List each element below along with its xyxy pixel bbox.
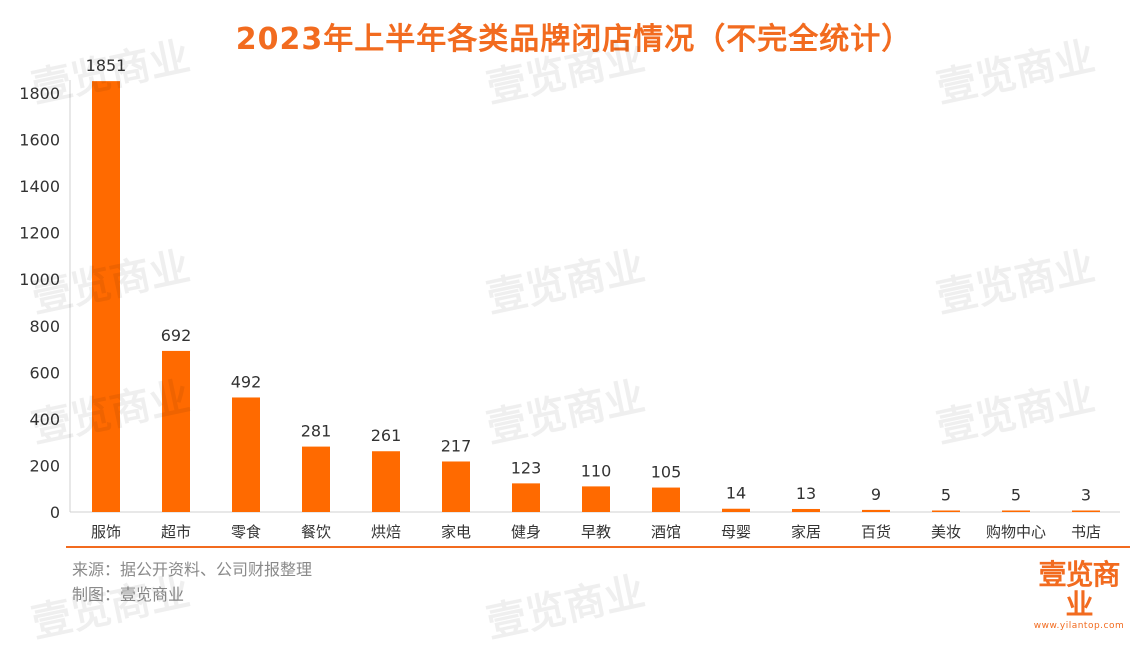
x-tick-label: 百货 <box>861 523 891 541</box>
x-tick-label: 餐饮 <box>301 523 331 541</box>
bar <box>862 509 890 512</box>
data-label: 281 <box>301 422 332 441</box>
x-tick-label: 零食 <box>231 523 261 541</box>
data-label: 5 <box>1011 486 1021 505</box>
x-tick-label: 健身 <box>511 523 541 541</box>
bar <box>792 508 820 512</box>
x-tick-label: 家居 <box>791 523 821 541</box>
data-label: 14 <box>726 484 746 503</box>
brand-name: 壹览商业 <box>1038 558 1120 621</box>
x-tick-label: 书店 <box>1071 523 1101 541</box>
bar <box>92 81 120 513</box>
data-label: 217 <box>441 436 472 455</box>
data-label: 1851 <box>86 56 127 75</box>
chart-title: 2023年上半年各类品牌闭店情况（不完全统计） <box>235 22 913 57</box>
bar <box>232 397 260 512</box>
x-tick-label: 美妆 <box>931 523 961 541</box>
y-tick-label: 1000 <box>19 270 60 289</box>
data-label: 123 <box>511 458 542 477</box>
bar <box>652 487 680 512</box>
bar <box>372 451 400 512</box>
bar <box>162 350 190 512</box>
y-tick-label: 400 <box>29 410 60 429</box>
bar-chart: 0 200 400 600 800 1000 1200 1400 1600 1800 1851 服饰 6… <box>19 56 1120 541</box>
bar <box>582 486 610 512</box>
data-label: 261 <box>371 426 402 445</box>
x-tick-label: 超市 <box>161 523 191 541</box>
footer-divider <box>66 546 1130 548</box>
bar <box>722 508 750 512</box>
x-tick-label: 母婴 <box>721 523 751 541</box>
footer-notes: 来源：据公开资料、公司财报整理 制图：壹览商业 <box>72 557 312 607</box>
x-tick-label: 烘焙 <box>371 523 401 541</box>
brand-url: www.yilantop.com <box>1033 621 1125 631</box>
bar <box>302 446 330 512</box>
y-tick-label: 600 <box>29 363 60 382</box>
y-tick-label: 0 <box>50 503 60 522</box>
y-tick-label: 200 <box>29 456 60 475</box>
credit-note: 制图：壹览商业 <box>72 585 185 604</box>
brand-logo: 壹览商业 www.yilantop.com <box>1028 560 1130 632</box>
y-tick-label: 800 <box>29 317 60 336</box>
data-label: 692 <box>161 326 192 345</box>
bar <box>1072 510 1100 512</box>
bar <box>1002 510 1030 512</box>
data-label: 5 <box>941 486 951 505</box>
y-tick-label: 1200 <box>19 224 60 243</box>
y-tick-label: 1800 <box>19 84 60 103</box>
x-tick-label: 服饰 <box>91 523 121 541</box>
source-note: 来源：据公开资料、公司财报整理 <box>72 560 313 579</box>
x-tick-label: 酒馆 <box>651 523 681 541</box>
bar <box>512 483 540 512</box>
data-label: 492 <box>231 372 262 391</box>
bar <box>442 461 470 512</box>
data-label: 105 <box>651 463 682 482</box>
data-label: 3 <box>1081 486 1091 505</box>
data-label: 9 <box>871 485 881 504</box>
x-tick-label: 购物中心 <box>986 523 1046 541</box>
x-tick-label: 早教 <box>581 523 611 541</box>
y-tick-label: 1400 <box>19 177 60 196</box>
data-label: 110 <box>581 461 612 480</box>
y-tick-label: 1600 <box>19 131 60 150</box>
x-tick-label: 家电 <box>441 523 471 541</box>
data-label: 13 <box>796 484 816 503</box>
bar <box>932 510 960 512</box>
